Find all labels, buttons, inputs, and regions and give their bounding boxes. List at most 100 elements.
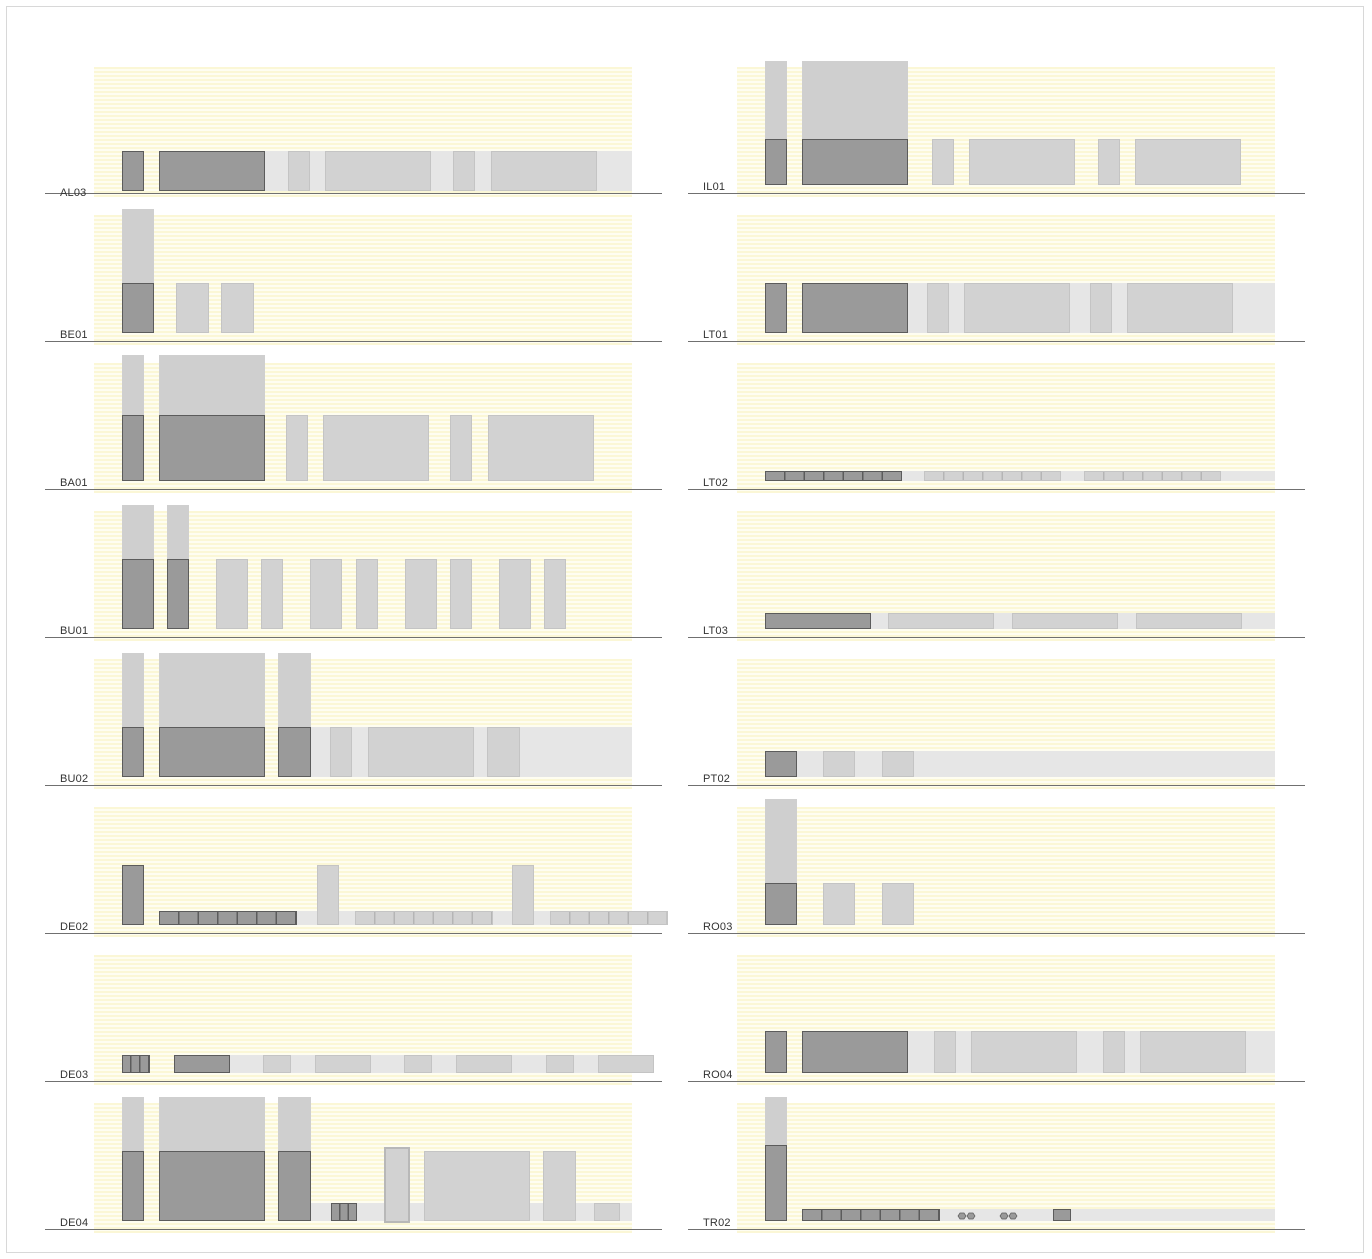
light-block	[315, 1055, 371, 1073]
panel-LT03: LT03	[650, 503, 1330, 651]
segmented-light-block	[1084, 471, 1221, 481]
segmented-light-block	[550, 911, 668, 925]
segmented-block	[122, 1055, 150, 1073]
light-block	[323, 415, 429, 481]
light-block	[598, 1055, 654, 1073]
panel-label: BU01	[60, 625, 89, 637]
ghost-block	[765, 61, 787, 141]
dark-block	[802, 1031, 908, 1073]
light-block	[964, 283, 1070, 333]
panel-label: DE02	[60, 921, 89, 933]
light-block	[823, 751, 855, 777]
ghost-block	[159, 1097, 265, 1153]
light-block	[450, 559, 472, 629]
segmented-light-block	[355, 911, 493, 925]
panel-BU02: BU02	[7, 651, 687, 799]
dark-block	[765, 751, 797, 777]
light-block	[823, 883, 855, 925]
hex-shape	[1008, 1212, 1018, 1220]
baseline	[45, 489, 662, 490]
panel-background	[94, 215, 632, 345]
dark-block	[802, 283, 908, 333]
dark-block	[122, 727, 144, 777]
dark-block	[122, 283, 154, 333]
dark-block	[765, 1145, 787, 1221]
panel-background	[737, 807, 1275, 937]
panel-label: DE04	[60, 1217, 89, 1229]
small-shapes-group	[957, 1212, 1018, 1220]
panel-label: BU02	[60, 773, 89, 785]
light-block	[934, 1031, 956, 1073]
panel-label: AL03	[60, 187, 87, 199]
light-block	[263, 1055, 291, 1073]
baseline	[45, 1081, 662, 1082]
light-block	[456, 1055, 512, 1073]
baseline	[688, 1229, 1305, 1230]
dark-block	[159, 151, 265, 191]
ghost-block	[802, 61, 908, 141]
light-block	[317, 865, 339, 925]
light-block	[288, 151, 310, 191]
light-block	[882, 883, 914, 925]
dark-block	[159, 1151, 265, 1221]
light-block	[499, 559, 531, 629]
light-block	[543, 1151, 576, 1221]
baseline	[45, 933, 662, 934]
light-block	[932, 139, 954, 185]
light-block	[1127, 283, 1233, 333]
panel-AL03: AL03	[7, 59, 687, 207]
light-block	[450, 415, 472, 481]
dark-block	[765, 139, 787, 185]
baseline	[688, 489, 1305, 490]
light-block	[384, 1147, 410, 1223]
panel-BE01: BE01	[7, 207, 687, 355]
hex-shape	[999, 1212, 1009, 1220]
panel-IL01: IL01	[650, 59, 1330, 207]
dark-block	[167, 559, 189, 629]
light-block	[176, 283, 209, 333]
dark-block	[278, 727, 311, 777]
baseline	[45, 193, 662, 194]
band-strip	[797, 751, 1275, 777]
light-block	[927, 283, 949, 333]
light-block	[544, 559, 566, 629]
light-block	[512, 865, 534, 925]
light-block	[261, 559, 283, 629]
dark-block	[122, 415, 144, 481]
light-block	[424, 1151, 530, 1221]
light-block	[330, 727, 352, 777]
band-strip	[229, 1055, 654, 1073]
baseline	[688, 785, 1305, 786]
dark-block	[122, 559, 154, 629]
segmented-block	[802, 1209, 940, 1221]
segmented-light-block	[924, 471, 1061, 481]
panel-label: IL01	[703, 181, 726, 193]
dark-block	[278, 1151, 311, 1221]
panel-LT01: LT01	[650, 207, 1330, 355]
light-block	[405, 559, 437, 629]
light-block	[1098, 139, 1120, 185]
light-block	[546, 1055, 574, 1073]
ghost-block	[122, 1097, 144, 1153]
dark-block	[122, 865, 144, 925]
light-block	[1135, 139, 1241, 185]
panel-label: RO04	[703, 1069, 733, 1081]
ghost-block	[159, 355, 265, 415]
light-block	[1136, 613, 1242, 629]
panel-BU01: BU01	[7, 503, 687, 651]
panel-label: DE03	[60, 1069, 89, 1081]
segmented-block	[765, 471, 902, 481]
light-block	[368, 727, 474, 777]
light-block	[1103, 1031, 1125, 1073]
hex-shape	[957, 1212, 967, 1220]
baseline	[45, 785, 662, 786]
panel-label: RO03	[703, 921, 733, 933]
panel-DE04: DE04	[7, 1095, 687, 1243]
panel-label: BA01	[60, 477, 88, 489]
light-block	[356, 559, 378, 629]
panel-LT02: LT02	[650, 355, 1330, 503]
panel-DE02: DE02	[7, 799, 687, 947]
light-block	[1012, 613, 1118, 629]
dark-block	[802, 139, 908, 185]
dark-block	[122, 151, 144, 191]
